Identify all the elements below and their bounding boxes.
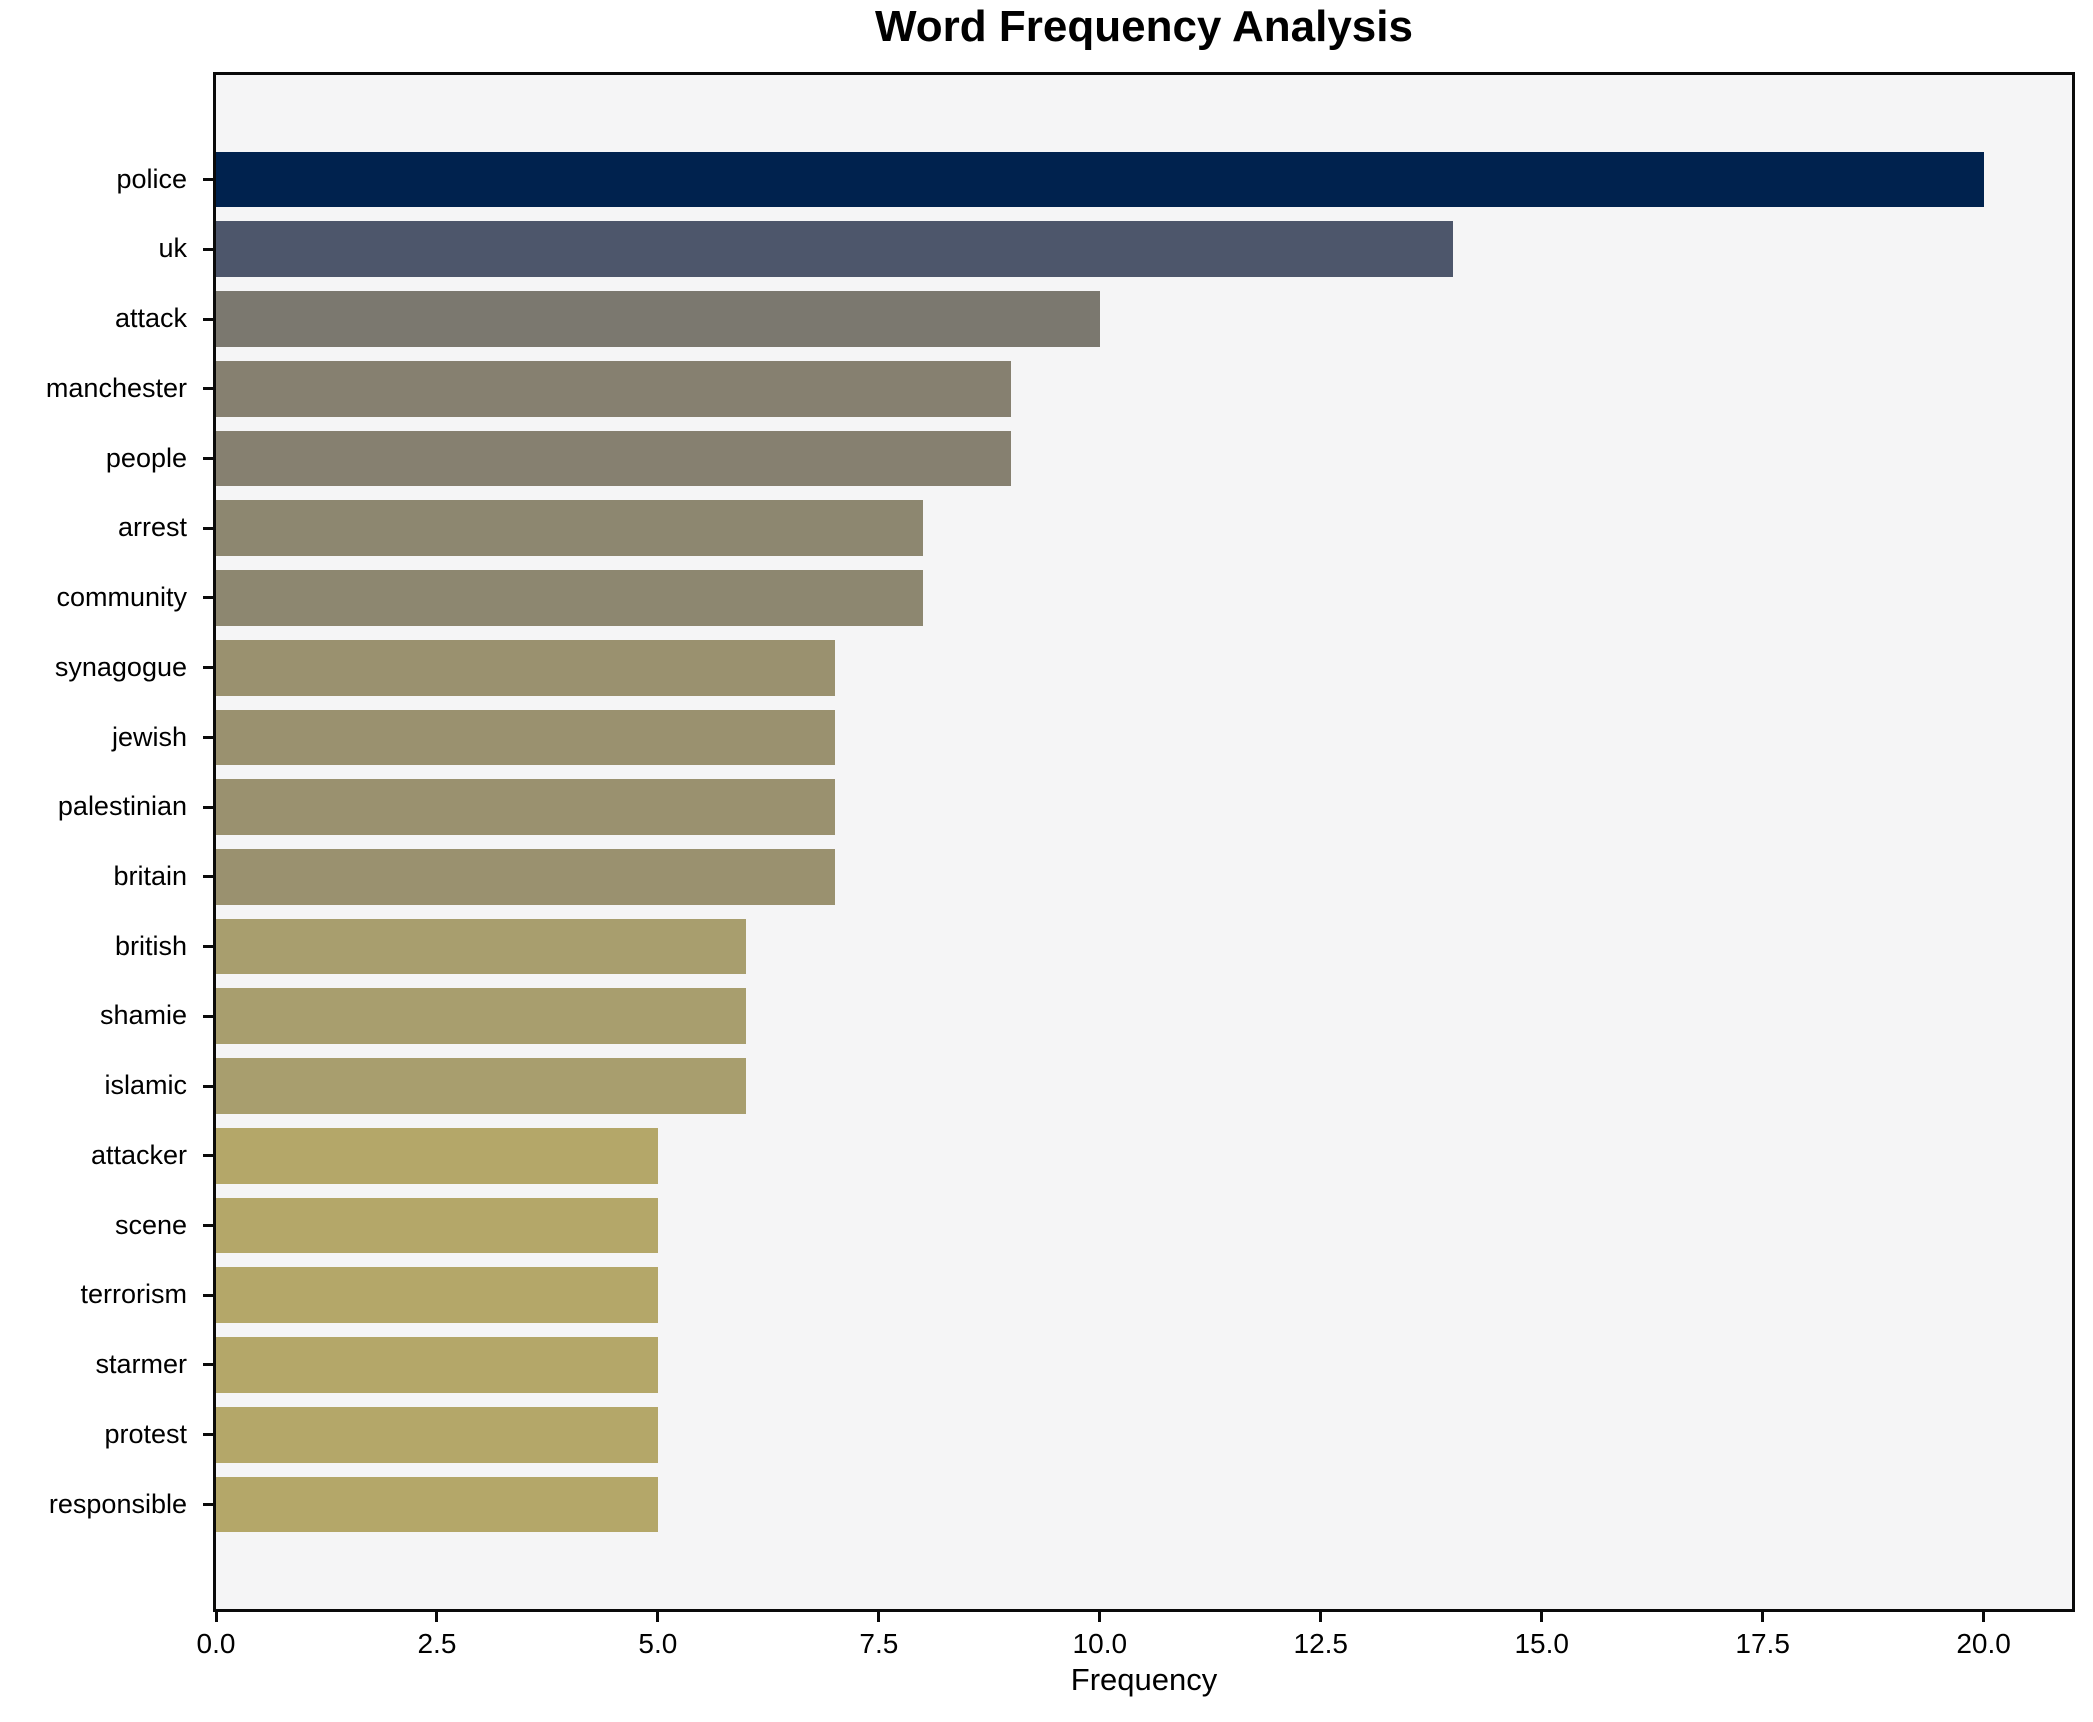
y-tick-label-synagogue: synagogue xyxy=(54,651,187,682)
y-tick-label-responsible: responsible xyxy=(48,1488,187,1519)
y-tick-label-community: community xyxy=(56,582,187,613)
y-tick-mark-uk xyxy=(203,247,213,251)
bar-scene xyxy=(216,1197,658,1254)
y-tick-label-people: people xyxy=(105,442,187,473)
y-tick-label-protest: protest xyxy=(104,1418,187,1449)
bar-people xyxy=(216,430,1012,487)
y-tick-mark-arrest xyxy=(203,526,213,530)
y-tick-label-police: police xyxy=(116,163,187,194)
bar-police xyxy=(216,151,1984,208)
bar-terrorism xyxy=(216,1267,658,1324)
x-tick-mark-5.0 xyxy=(656,1612,660,1622)
y-tick-mark-islamic xyxy=(203,1084,213,1088)
y-tick-mark-manchester xyxy=(203,387,213,391)
bar-synagogue xyxy=(216,639,835,696)
y-tick-label-shamie: shamie xyxy=(99,1000,187,1031)
y-tick-label-starmer: starmer xyxy=(95,1349,187,1380)
plot-area xyxy=(213,72,2075,1612)
y-tick-mark-police xyxy=(203,178,213,182)
x-tick-mark-17.5 xyxy=(1761,1612,1765,1622)
bar-british xyxy=(216,918,747,975)
y-tick-mark-starmer xyxy=(203,1363,213,1367)
y-tick-mark-jewish xyxy=(203,735,213,739)
y-tick-label-britain: britain xyxy=(113,861,187,891)
bar-uk xyxy=(216,221,1454,278)
x-tick-label-20.0: 20.0 xyxy=(1956,1628,2011,1659)
x-tick-label-7.5: 7.5 xyxy=(859,1628,899,1659)
y-tick-label-attack: attack xyxy=(114,303,187,334)
x-tick-mark-0.0 xyxy=(214,1612,218,1622)
bar-britain xyxy=(216,848,835,905)
y-tick-label-arrest: arrest xyxy=(117,512,187,543)
x-tick-label-10.0: 10.0 xyxy=(1072,1628,1128,1659)
y-tick-mark-terrorism xyxy=(203,1293,213,1297)
bar-attacker xyxy=(216,1127,658,1184)
x-tick-mark-20.0 xyxy=(1982,1612,1986,1622)
y-tick-mark-shamie xyxy=(203,1014,213,1018)
y-tick-mark-community xyxy=(203,596,213,600)
y-tick-mark-responsible xyxy=(203,1502,213,1506)
x-tick-label-17.5: 17.5 xyxy=(1735,1628,1790,1659)
x-tick-mark-12.5 xyxy=(1319,1612,1323,1622)
x-axis-title: Frequency xyxy=(1070,1662,1218,1697)
bar-responsible xyxy=(216,1476,658,1533)
y-tick-mark-protest xyxy=(203,1433,213,1437)
y-tick-mark-synagogue xyxy=(203,666,213,670)
y-tick-mark-britain xyxy=(203,875,213,879)
y-tick-label-palestinian: palestinian xyxy=(57,791,187,822)
bar-protest xyxy=(216,1406,658,1463)
y-tick-label-uk: uk xyxy=(158,233,187,264)
y-tick-mark-scene xyxy=(203,1224,213,1227)
bar-arrest xyxy=(216,500,924,557)
x-tick-mark-10.0 xyxy=(1098,1612,1102,1622)
y-axis-labels: police uk attack manchester people arrest comm… xyxy=(0,72,201,1612)
x-tick-mark-15.0 xyxy=(1540,1612,1544,1622)
x-tick-label-2.5: 2.5 xyxy=(417,1628,457,1659)
y-tick-mark-attacker xyxy=(203,1154,213,1158)
bar-jewish xyxy=(216,709,835,766)
y-tick-label-jewish: jewish xyxy=(111,721,187,752)
x-tick-label-15.0: 15.0 xyxy=(1514,1628,1569,1659)
bar-attack xyxy=(216,291,1100,347)
bar-community xyxy=(216,570,924,626)
bar-starmer xyxy=(216,1337,658,1393)
y-tick-mark-british xyxy=(203,945,213,949)
chart-title: Word Frequency Analysis xyxy=(875,2,1413,51)
y-tick-mark-palestinian xyxy=(203,805,213,809)
bar-shamie xyxy=(216,988,747,1045)
y-tick-label-manchester: manchester xyxy=(45,372,187,403)
bar-manchester xyxy=(216,360,1012,417)
y-tick-label-attacker: attacker xyxy=(90,1139,187,1170)
x-tick-mark-2.5 xyxy=(435,1612,439,1622)
y-tick-label-scene: scene xyxy=(114,1209,187,1240)
x-tick-label-0.0: 0.0 xyxy=(196,1628,236,1659)
bar-islamic xyxy=(216,1058,747,1114)
y-tick-label-british: british xyxy=(114,930,187,961)
x-tick-label-5.0: 5.0 xyxy=(638,1628,678,1659)
x-tick-label-12.5: 12.5 xyxy=(1293,1628,1349,1659)
y-tick-mark-attack xyxy=(203,317,213,321)
y-tick-label-islamic: islamic xyxy=(104,1070,187,1101)
x-tick-mark-7.5 xyxy=(877,1612,881,1622)
y-tick-mark-people xyxy=(203,457,213,460)
y-tick-label-terrorism: terrorism xyxy=(80,1279,188,1310)
bar-palestinian xyxy=(216,779,835,836)
